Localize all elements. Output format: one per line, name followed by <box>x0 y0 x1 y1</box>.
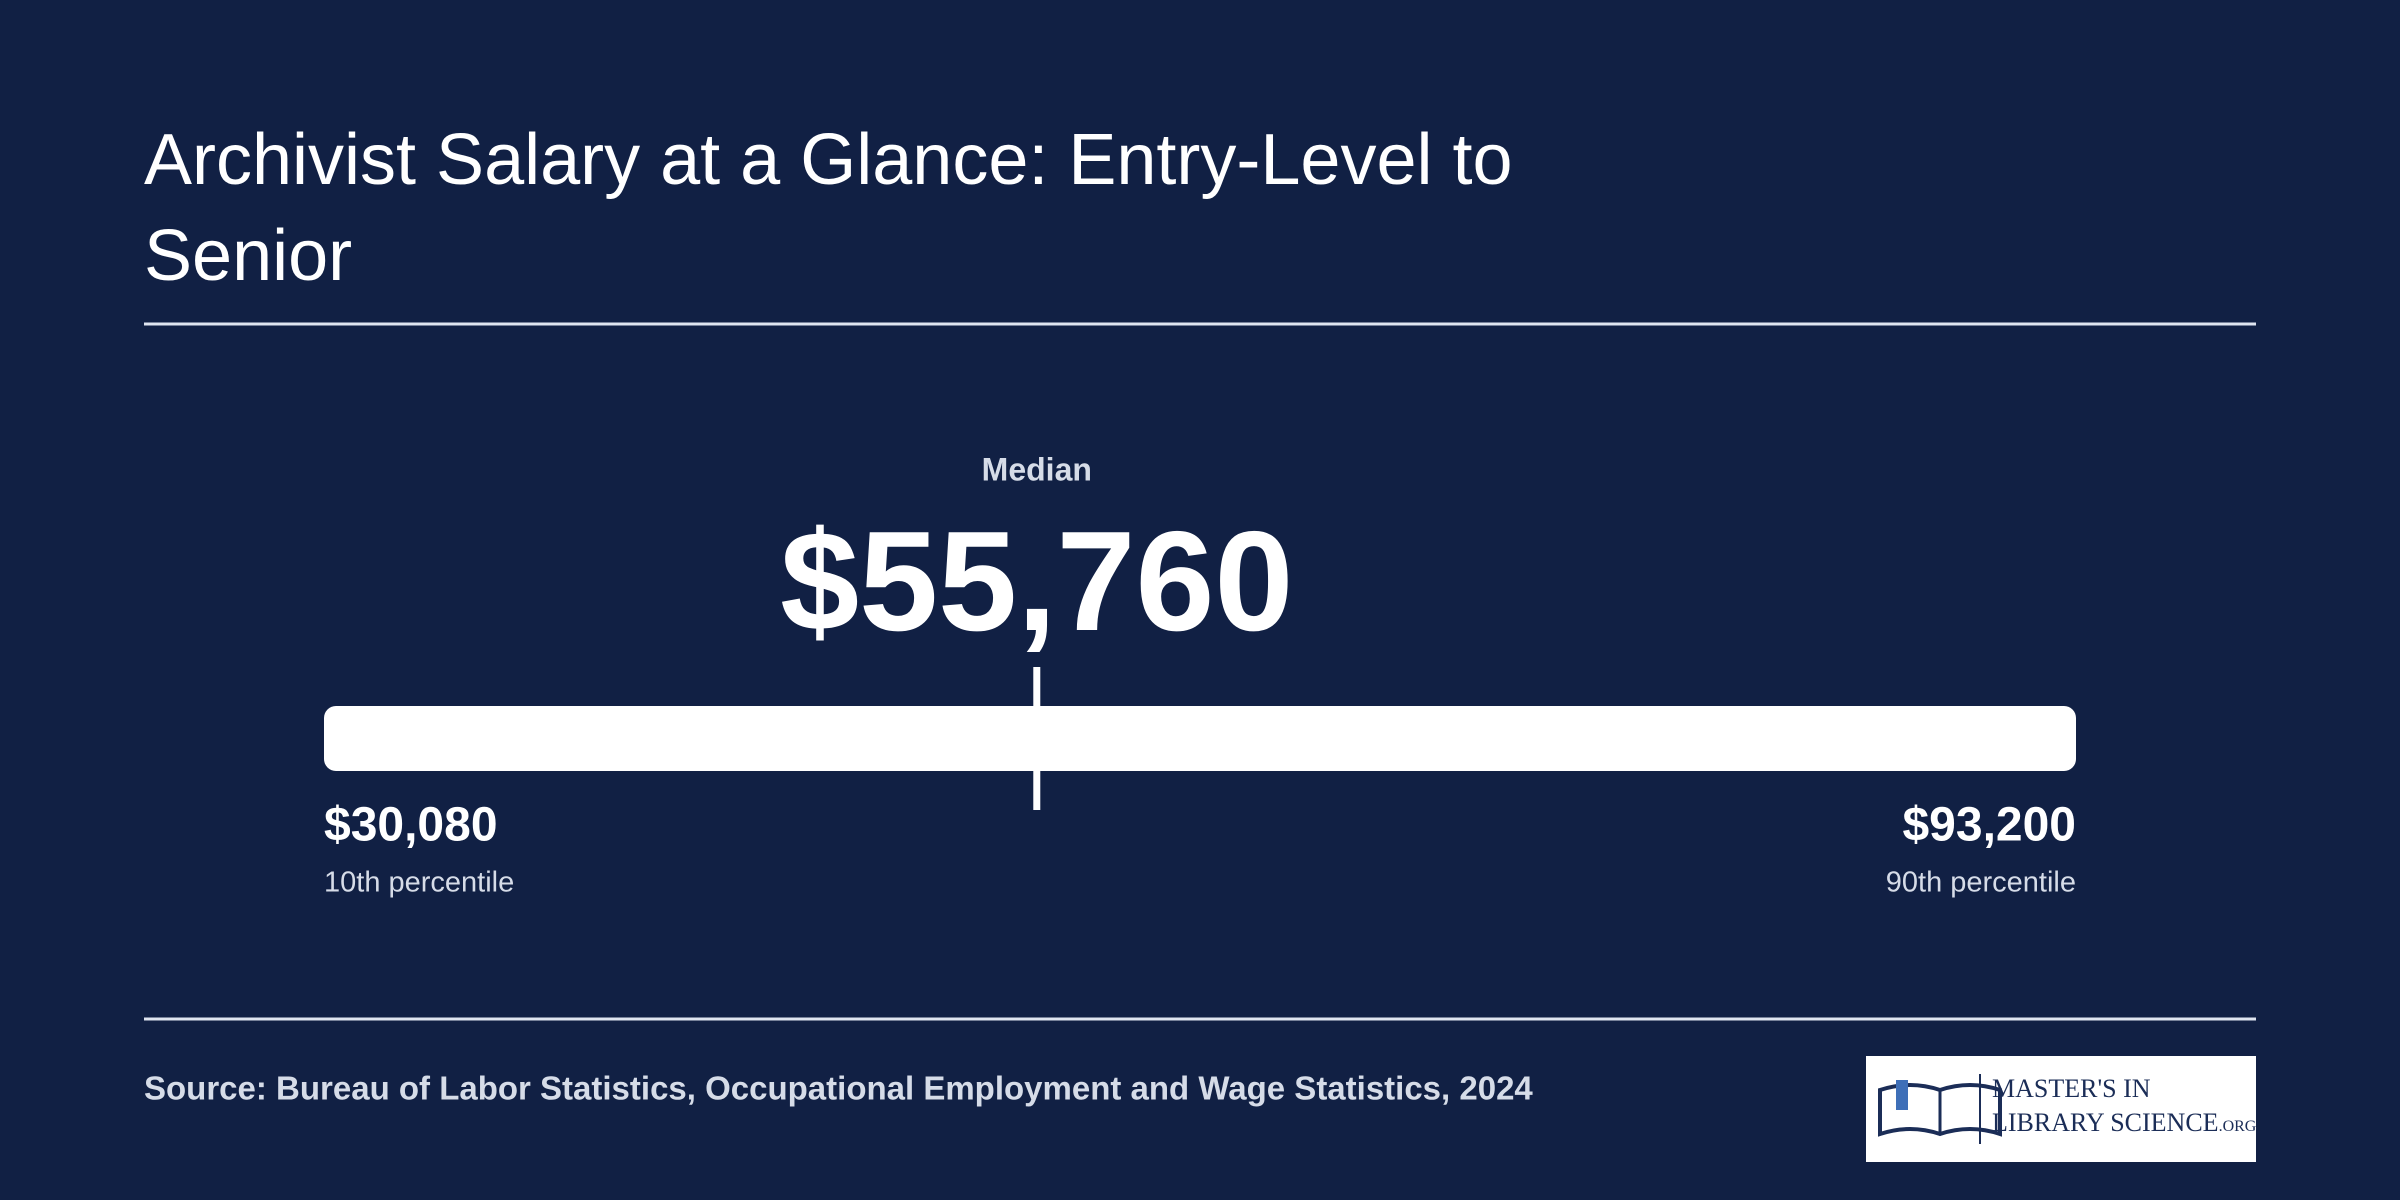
logo-suffix: .ORG <box>2219 1118 2257 1135</box>
logo-bookmark <box>1896 1080 1908 1110</box>
logo: MASTER'S IN LIBRARY SCIENCE.ORG <box>1866 1056 2257 1162</box>
chart-title: Archivist Salary at a Glance: Entry-Leve… <box>144 120 1513 296</box>
category-label: 10th percentile <box>324 867 514 899</box>
logo-text: LIBRARY SCIENCE <box>1992 1108 2219 1137</box>
category-label: 90th percentile <box>1886 867 2076 899</box>
median-value: $55,760 <box>780 502 1293 661</box>
logo-text: MASTER'S IN <box>1992 1074 2151 1103</box>
range-bar <box>324 706 2076 771</box>
category-label: Median <box>982 451 1092 487</box>
logo-box <box>1866 1056 2256 1162</box>
logo-book <box>1878 1083 2002 1137</box>
source: Source: Bureau of Labor Statistics, Occu… <box>144 1070 1533 1107</box>
value-label: $30,080 <box>324 799 498 852</box>
value-label: $93,200 <box>1902 799 2076 852</box>
logo-text: LIBRARY SCIENCE.ORG <box>1992 1108 2257 1137</box>
